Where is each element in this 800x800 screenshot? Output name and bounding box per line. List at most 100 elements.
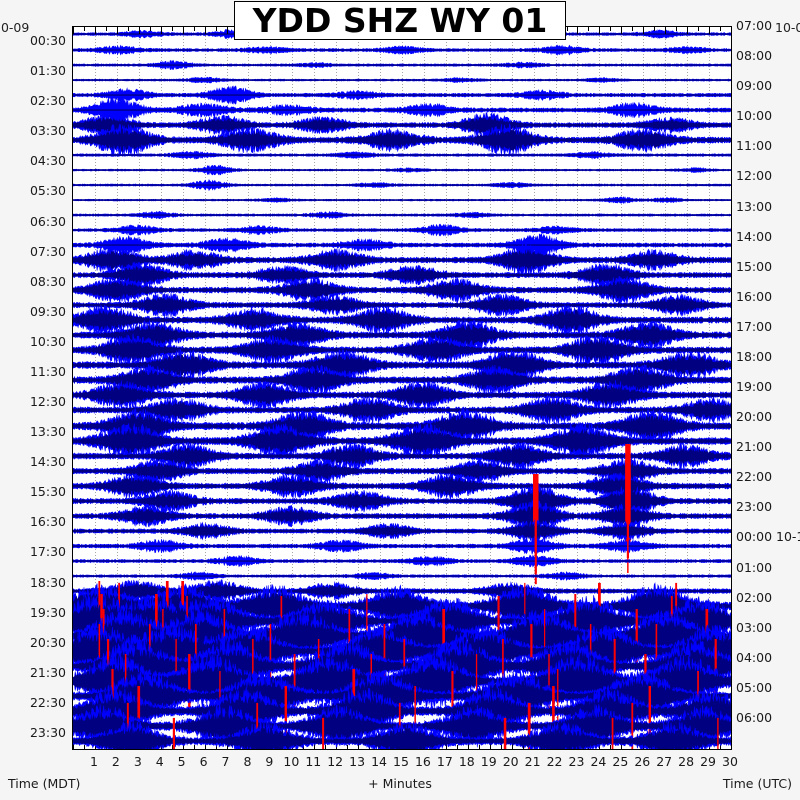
time-label-mdt: 07:30 xyxy=(29,243,66,259)
clipped-amplitude-marker xyxy=(502,639,504,694)
minute-tick-label: 22 xyxy=(546,754,563,769)
minute-tick-label: 9 xyxy=(265,754,274,769)
time-label-utc: 02:00 xyxy=(736,589,773,605)
time-label-mdt: 23:30 xyxy=(29,724,66,740)
minute-tick-label: 2 xyxy=(111,754,120,769)
time-label-utc: 21:00 xyxy=(736,439,773,455)
minute-tick-label: 10 xyxy=(283,754,300,769)
time-label-mdt: 06:30 xyxy=(29,213,66,229)
gridline-minute xyxy=(94,27,96,749)
trace-waveform xyxy=(73,395,731,426)
trace-row xyxy=(73,53,731,107)
gridline-minute xyxy=(226,27,228,749)
trace-row xyxy=(73,534,731,588)
clipped-amplitude-marker xyxy=(175,639,177,694)
minute-tick-label: 11 xyxy=(305,754,322,769)
clipped-amplitude-marker xyxy=(293,654,296,709)
time-label-utc: 06:00 xyxy=(736,709,773,725)
seismogram-traces xyxy=(73,27,731,749)
time-label-utc: 00:00 10-10 xyxy=(736,529,800,545)
clipped-amplitude-marker xyxy=(611,718,614,749)
time-label-mdt: 15:30 xyxy=(29,484,66,500)
minute-tick-label: 27 xyxy=(656,754,673,769)
trace-waveform xyxy=(73,718,731,749)
trace-waveform xyxy=(73,304,731,337)
trace-core xyxy=(73,726,731,749)
gridline-minute xyxy=(467,27,469,749)
time-label-mdt: 19:30 xyxy=(29,604,66,620)
gridline-minute xyxy=(555,27,557,749)
axis-caption-mdt: Time (MDT) xyxy=(8,776,81,791)
trace-row xyxy=(73,83,731,137)
time-label-mdt: 20:30 xyxy=(29,634,66,650)
trace-row xyxy=(73,263,731,317)
axis-tick xyxy=(731,742,732,749)
time-label-mdt: 12:30 xyxy=(29,394,66,410)
time-label-utc: 08:00 xyxy=(736,48,773,64)
clipped-amplitude-marker xyxy=(534,537,537,585)
time-label-mdt: 14:30 xyxy=(29,454,66,470)
minute-tick-label: 16 xyxy=(414,754,431,769)
axis-caption-utc: Time (UTC) xyxy=(722,776,792,791)
time-label-mdt: 17:30 xyxy=(29,544,66,560)
time-label-utc: 03:00 xyxy=(736,619,773,635)
clipped-amplitude-marker xyxy=(613,639,616,694)
time-label-utc: 09:00 xyxy=(736,78,773,94)
minute-tick-label: 18 xyxy=(458,754,475,769)
clipped-amplitude-marker xyxy=(635,609,638,664)
axis-caption-minutes: + Minutes xyxy=(368,776,432,791)
trace-row xyxy=(73,68,731,122)
clipped-amplitude-marker xyxy=(322,718,325,749)
trace-waveform xyxy=(73,85,731,105)
time-label-mdt: 09:30 xyxy=(29,303,66,319)
clipped-amplitude-marker xyxy=(188,654,191,709)
minute-tick-label: 14 xyxy=(371,754,388,769)
trace-row xyxy=(73,233,731,287)
axis-tick xyxy=(731,27,732,34)
trace-waveform xyxy=(73,275,731,305)
trace-waveform xyxy=(73,293,731,318)
minute-tick-label: 21 xyxy=(524,754,541,769)
time-label-utc: 07:00 xyxy=(736,18,773,33)
minute-tick-label: 26 xyxy=(634,754,651,769)
clipped-amplitude-marker xyxy=(530,624,533,679)
clipped-amplitude-marker xyxy=(223,609,226,664)
clipped-amplitude-marker xyxy=(219,671,221,722)
clipped-amplitude-marker xyxy=(366,594,368,649)
clipped-amplitude-marker xyxy=(544,609,546,664)
minute-tick-label: 28 xyxy=(678,754,695,769)
trace-waveform xyxy=(73,43,731,56)
trace-waveform xyxy=(73,243,731,277)
trace-waveform xyxy=(73,97,731,123)
seismogram-plot[interactable] xyxy=(72,26,732,750)
clipped-amplitude-marker xyxy=(100,594,103,649)
minute-tick-label: 13 xyxy=(349,754,366,769)
clipped-amplitude-marker xyxy=(524,582,526,630)
clipped-amplitude-marker xyxy=(475,654,478,709)
time-label-utc: 05:00 xyxy=(736,679,773,695)
trace-row xyxy=(73,278,731,332)
trace-waveform xyxy=(73,76,731,83)
gridline-minute xyxy=(402,27,403,749)
clipped-amplitude-marker xyxy=(252,639,254,694)
trace-row xyxy=(73,113,731,167)
clipped-amplitude-marker xyxy=(348,609,351,664)
clipped-amplitude-marker xyxy=(648,686,651,737)
clipped-amplitude-marker xyxy=(149,624,151,679)
trace-waveform xyxy=(73,150,731,160)
clipped-amplitude-marker xyxy=(574,594,577,649)
date-label-top-left: 10-09 xyxy=(0,20,30,35)
minute-tick-label: 4 xyxy=(155,754,164,769)
time-label-mdt: 21:30 xyxy=(29,664,66,680)
time-label-mdt: 04:30 xyxy=(29,153,66,169)
time-label-mdt: 00:30 xyxy=(29,33,66,49)
clipped-amplitude-marker xyxy=(627,518,629,573)
time-label-utc: 11:00 xyxy=(736,138,773,154)
trace-waveform xyxy=(73,364,731,397)
clipped-amplitude-marker xyxy=(548,654,550,709)
clipped-amplitude-marker xyxy=(655,624,658,679)
clipped-amplitude-marker xyxy=(497,596,500,647)
time-label-utc: 17:00 xyxy=(736,318,773,334)
time-label-utc: 12:00 xyxy=(736,168,773,184)
trace-waveform xyxy=(73,233,731,257)
